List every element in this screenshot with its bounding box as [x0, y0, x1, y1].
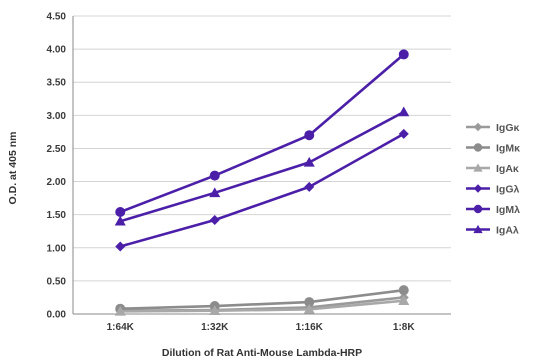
legend-entry: IgGλ: [466, 184, 519, 196]
data-point: [303, 303, 315, 314]
series: [114, 106, 410, 226]
y-tick-label: 0.50: [47, 276, 67, 287]
legend-label: IgAκ: [496, 163, 519, 175]
legend-marker: [473, 163, 483, 172]
legend-entry: IgAκ: [466, 163, 519, 175]
legend-marker: [473, 224, 483, 234]
data-point: [209, 187, 221, 198]
y-tick-label: 1.50: [47, 210, 67, 221]
legend-entry: IgMλ: [466, 204, 520, 216]
legend-label: IgGλ: [496, 184, 519, 196]
legend-marker: [473, 122, 483, 132]
series-line: [120, 299, 404, 313]
data-point: [209, 170, 220, 181]
legend-label: IgMλ: [496, 204, 520, 216]
data-point: [304, 181, 315, 192]
x-tick-labels: 1:64K 1:32K 1:16K 1:8K: [107, 322, 416, 333]
y-tick-label: 3.00: [47, 111, 67, 122]
data-point: [304, 130, 315, 141]
legend-entry: IgMκ: [466, 143, 520, 155]
y-tick-label: 1.00: [47, 243, 67, 254]
x-axis-title: Dilution of Rat Anti-Mouse Lambda-HRP: [162, 347, 362, 359]
data-point: [114, 305, 126, 316]
legend-marker: [473, 184, 483, 193]
data-point: [115, 241, 126, 252]
data-point: [303, 156, 315, 167]
data-point: [398, 49, 409, 60]
gridlines: [73, 15, 451, 282]
y-tick-label: 2.00: [47, 177, 67, 188]
y-tick-labels: 0.00 0.50 1.00 1.50 2.00 2.50 3.00 3.50 4.00 4.50: [47, 12, 67, 321]
y-tick-label: 4.50: [47, 12, 67, 23]
x-tick-label: 1:64K: [107, 322, 135, 333]
data-point: [398, 128, 409, 139]
series: [115, 49, 409, 218]
legend-label: IgAλ: [496, 225, 519, 237]
x-tick-label: 1:32K: [201, 322, 229, 333]
y-axis-title: O.D. at 405 nm: [7, 132, 19, 205]
series: [114, 295, 410, 316]
series: [115, 128, 409, 252]
x-tick-label: 1:16K: [296, 322, 324, 333]
data-point: [209, 214, 220, 225]
y-tick-label: 0.00: [47, 310, 67, 321]
data-point: [398, 295, 410, 306]
y-tick-label: 4.00: [47, 45, 67, 56]
data-point: [209, 305, 221, 315]
series-line: [119, 53, 405, 214]
legend-label: IgGκ: [496, 122, 519, 134]
series-line: [119, 132, 405, 248]
axes: [72, 16, 451, 315]
x-tick-label: 1:8K: [393, 322, 415, 333]
legend-entry: IgGκ: [466, 122, 519, 134]
y-tick-label: 3.50: [47, 78, 67, 89]
legend-marker: [473, 204, 483, 214]
series-group: [114, 49, 410, 316]
legend-label: IgMκ: [496, 143, 520, 155]
y-tick-label: 2.50: [47, 144, 67, 155]
data-point: [115, 207, 126, 218]
legend: IgGκ IgMκ IgAκ IgGλ IgMλ IgAλ: [466, 122, 520, 237]
legend-entry: IgAλ: [466, 225, 519, 237]
data-point: [304, 297, 315, 308]
data-point: [114, 215, 126, 226]
series-line: [119, 110, 405, 223]
data-point: [398, 285, 409, 296]
series-line: [120, 288, 404, 311]
data-point: [398, 106, 410, 117]
legend-marker: [473, 143, 483, 152]
